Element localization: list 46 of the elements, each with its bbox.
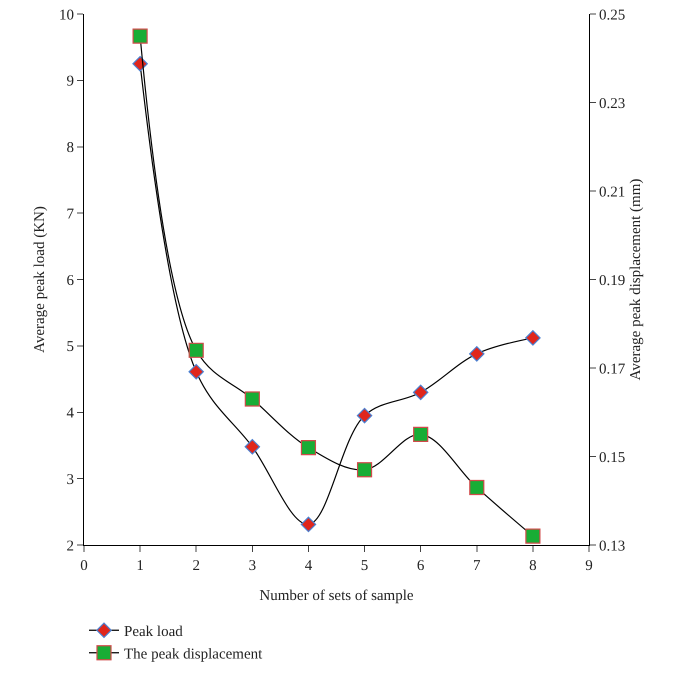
x-tick-label: 4 <box>304 558 313 574</box>
y2-tick-label: 0.21 <box>599 184 626 200</box>
y-tick-label: 4 <box>66 406 74 422</box>
y2-tick-label: 0.23 <box>599 96 626 112</box>
point <box>356 462 372 478</box>
y2-tick-label: 0.13 <box>599 538 626 554</box>
x-tick-label: 0 <box>80 558 88 574</box>
point <box>300 440 316 456</box>
x-tick-label: 2 <box>192 558 200 574</box>
y2-tick-label: 0.17 <box>599 361 626 378</box>
x-tick-label: 9 <box>585 558 593 574</box>
y2-tick-label: 0.19 <box>599 272 626 289</box>
point <box>132 28 148 44</box>
point <box>525 528 540 544</box>
y-tick-label: 6 <box>66 272 74 289</box>
point <box>525 330 541 346</box>
y-tick-label: 7 <box>66 206 74 222</box>
point <box>188 342 204 358</box>
y-tick-label: 3 <box>66 472 74 488</box>
point <box>244 439 260 455</box>
point <box>356 408 372 424</box>
point <box>188 364 204 380</box>
point <box>413 426 428 442</box>
legend-label: Peak load <box>124 624 184 640</box>
point <box>469 480 484 496</box>
y-tick-label: 10 <box>59 7 74 24</box>
x-tick-label: 8 <box>529 558 537 574</box>
y-tick-label: 2 <box>66 538 74 554</box>
point <box>300 516 316 532</box>
x-tick-label: 7 <box>473 558 482 574</box>
y-axis-title: Average peak load (KN) <box>32 206 48 353</box>
y-tick-label: 8 <box>66 140 74 156</box>
y2-axis-title: Average peak displacement (mm) <box>628 178 644 380</box>
x-tick-label: 3 <box>248 558 256 574</box>
y-tick-label: 5 <box>66 339 74 356</box>
y2-tick-label: 0.25 <box>599 7 626 24</box>
legend-label: The peak displacement <box>124 646 264 663</box>
y2-tick-label: 0.15 <box>599 450 626 466</box>
x-axis-title: Number of sets of sample <box>259 588 414 604</box>
point <box>244 391 260 407</box>
point <box>469 346 485 362</box>
x-tick-label: 6 <box>416 558 425 574</box>
y-tick-label: 9 <box>66 74 74 90</box>
x-tick-label: 5 <box>360 558 368 574</box>
x-tick-label: 1 <box>136 558 144 574</box>
point <box>412 384 428 400</box>
